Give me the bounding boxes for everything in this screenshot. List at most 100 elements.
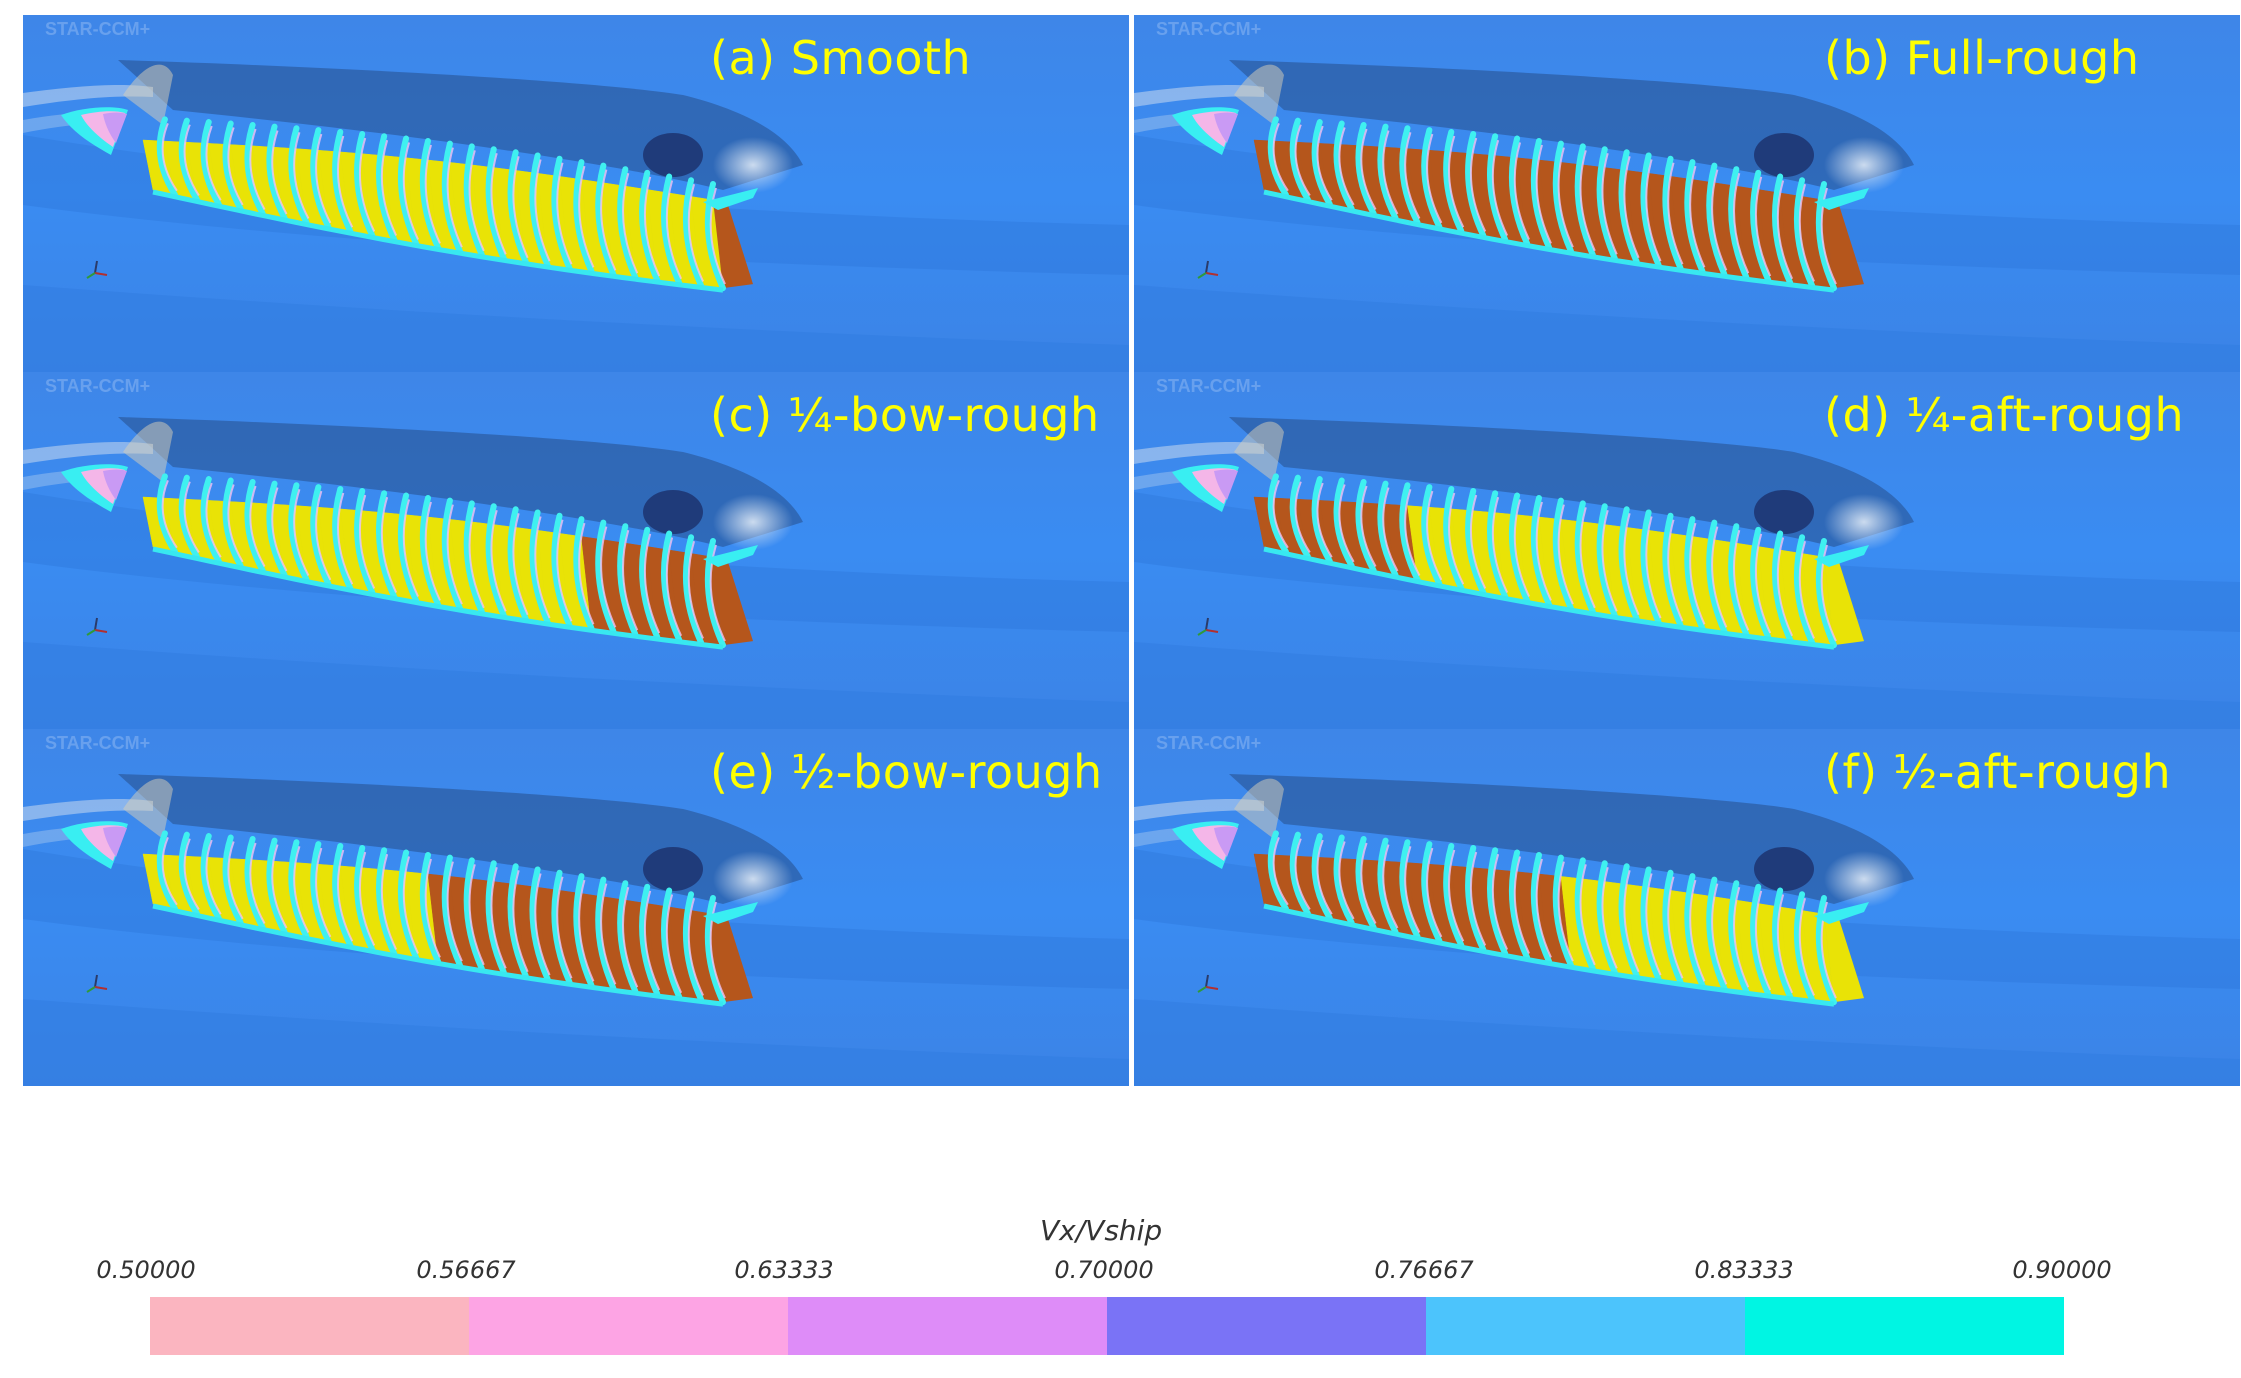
frame-rib — [1574, 143, 1596, 258]
frame-rib-highlight — [1294, 838, 1311, 911]
frame-rib-highlight — [183, 481, 200, 554]
frame-rib — [1486, 133, 1509, 243]
frame-rib — [1508, 135, 1531, 247]
colorbar-band — [1745, 1297, 2064, 1355]
frame-rib-highlight — [534, 516, 551, 619]
watermark: STAR-CCM+ — [45, 376, 151, 396]
frame-rib — [660, 530, 683, 643]
rudder — [703, 188, 758, 210]
frame-rib — [551, 512, 573, 629]
frame-rib-highlight — [1776, 894, 1794, 994]
frame-rib — [1662, 155, 1684, 272]
frame-rib — [310, 484, 332, 587]
axis-x — [94, 629, 108, 633]
axis-y — [86, 272, 96, 279]
frame-rib — [1443, 842, 1465, 949]
frame-rib-highlight — [665, 537, 683, 637]
colorbar-band — [469, 1297, 788, 1355]
stern-wake — [713, 494, 793, 550]
frame-rib-highlight — [1667, 162, 1684, 265]
frame-rib — [441, 854, 463, 969]
frame-rib — [1771, 530, 1794, 643]
inflow-streak — [1134, 85, 1264, 107]
frame-rib-highlight — [1754, 533, 1772, 634]
frame-rib-highlight — [1513, 856, 1530, 954]
shadow-sheet — [1229, 774, 1914, 904]
axis-triad — [86, 974, 108, 993]
frame-rib-highlight — [1272, 836, 1289, 906]
bow-glow — [123, 421, 173, 482]
frame-rib — [485, 146, 507, 262]
frame-rib — [419, 138, 441, 251]
frame-rib — [244, 836, 266, 931]
frame-rib-highlight — [1820, 187, 1837, 285]
hull-scene — [23, 372, 1129, 729]
axis-z — [1205, 974, 1209, 988]
frame-rib — [1465, 845, 1487, 953]
frame-rib-highlight — [512, 870, 529, 973]
frame-rib — [617, 166, 639, 281]
frame-rib — [310, 841, 332, 944]
frame-rib — [1333, 477, 1355, 569]
frame-rib-highlight — [622, 172, 639, 274]
frame-rib — [485, 860, 507, 976]
frame-rib — [617, 523, 639, 638]
frame-rib — [1421, 127, 1443, 230]
colorbar-band — [1426, 1297, 1745, 1355]
frame-rib — [507, 863, 529, 979]
frame-rib — [1640, 509, 1662, 626]
frame-rib-highlight — [1360, 842, 1377, 924]
frame-rib — [1267, 473, 1289, 555]
frame-rib-highlight — [293, 131, 310, 219]
hull-stern — [713, 200, 753, 289]
frame-rib-highlight — [1623, 870, 1640, 973]
frame-rib-highlight — [1579, 507, 1596, 609]
frame-rib — [1552, 140, 1574, 255]
stern-wake — [713, 851, 793, 907]
stern-wake — [1824, 851, 1904, 907]
hull-scene — [23, 15, 1129, 372]
frame-rib-highlight — [1272, 122, 1289, 192]
frame-rib-highlight — [161, 836, 178, 906]
frame-rib — [1508, 492, 1531, 604]
frame-rib — [1750, 883, 1772, 998]
watermark: STAR-CCM+ — [1156, 376, 1262, 396]
axis-z — [1205, 617, 1209, 631]
frame-rib-highlight — [1382, 130, 1399, 215]
frame-rib — [682, 534, 705, 646]
frame-rib-highlight — [1623, 513, 1640, 616]
rudder — [1814, 902, 1869, 924]
frame-rib-highlight — [490, 509, 507, 612]
frame-rib — [1793, 177, 1816, 289]
frame-rib-highlight — [578, 522, 595, 625]
frame-rib-highlight — [1382, 844, 1399, 929]
frame-rib — [639, 169, 661, 284]
frame-rib — [332, 485, 354, 592]
axis-y — [1197, 629, 1207, 636]
frame-rib-highlight — [205, 839, 222, 915]
stern-vortex — [643, 847, 703, 891]
axis-triad — [1197, 260, 1219, 279]
bow-cap-inner — [1214, 826, 1238, 857]
frame-rib-highlight — [687, 540, 704, 639]
stern-vortex — [1754, 133, 1814, 177]
frame-rib-highlight — [1448, 492, 1465, 585]
frame-rib — [463, 500, 485, 615]
frame-rib — [1399, 839, 1421, 940]
stern-wake — [1824, 494, 1904, 550]
hull-scene — [1134, 729, 2240, 1086]
shadow-sheet — [118, 774, 803, 904]
frame-rib — [1289, 831, 1311, 917]
shadow-sheet — [118, 417, 803, 547]
frame-rib — [397, 135, 420, 247]
axis-z — [1205, 260, 1209, 274]
colorbar-band — [788, 1297, 1107, 1355]
flow-band — [23, 642, 1129, 729]
frame-rib-highlight — [1557, 147, 1574, 248]
frame-rib-highlight — [1294, 481, 1311, 554]
frame-rib — [1443, 128, 1465, 235]
frame-rib-highlight — [1535, 858, 1552, 958]
frame-rib — [704, 181, 726, 292]
axis-x — [1205, 272, 1219, 276]
panel-label: (c) ¼-bow-rough — [710, 388, 1100, 442]
